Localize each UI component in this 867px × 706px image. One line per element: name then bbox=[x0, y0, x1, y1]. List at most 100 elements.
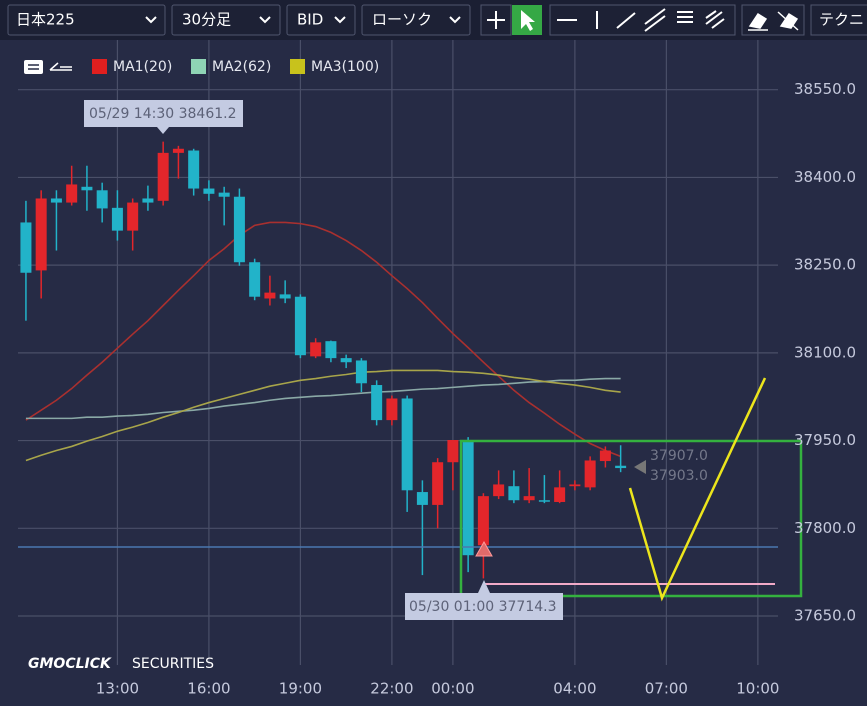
drawn-v-lines[interactable] bbox=[628, 377, 767, 602]
candle-body bbox=[157, 152, 169, 201]
channel-tool[interactable] bbox=[644, 8, 666, 32]
price-type-dropdown[interactable] bbox=[286, 4, 356, 36]
candle-body bbox=[203, 188, 215, 194]
candle-body bbox=[111, 207, 123, 231]
technical: テクニ bbox=[819, 11, 864, 29]
candle-body bbox=[50, 198, 62, 203]
candle-body bbox=[432, 462, 444, 505]
timeframe: 30分足 bbox=[182, 11, 231, 29]
candle-body bbox=[96, 190, 108, 209]
chevron bbox=[449, 16, 461, 24]
x-tick-label: 16:00 bbox=[187, 680, 230, 698]
candle-body bbox=[554, 487, 566, 502]
callout-pointer bbox=[478, 580, 490, 593]
x-tick-label: 10:00 bbox=[736, 680, 779, 698]
drawn-rectangle[interactable] bbox=[459, 439, 803, 598]
low-annotation: 05/30 01:00 37714.3 bbox=[409, 599, 557, 615]
x-tick-label: 13:00 bbox=[96, 680, 139, 698]
candle-body bbox=[325, 341, 337, 359]
candle-body bbox=[188, 150, 200, 189]
chevron bbox=[145, 16, 157, 24]
fib-retracement-tool[interactable] bbox=[677, 11, 693, 23]
x-tick-label: 04:00 bbox=[553, 680, 596, 698]
legend-label: MA3(100) bbox=[311, 59, 379, 75]
candle-body bbox=[66, 184, 78, 203]
candle-body bbox=[172, 148, 184, 153]
candle-body bbox=[401, 398, 413, 491]
signal-marker bbox=[475, 540, 493, 557]
legend-swatch bbox=[92, 59, 107, 74]
candle-body bbox=[294, 296, 306, 356]
price-type: BID bbox=[297, 11, 323, 29]
candle-body bbox=[599, 450, 611, 462]
y-tick-label: 37650.0 bbox=[794, 607, 856, 625]
candle-body bbox=[340, 358, 352, 363]
logo-brand: GMOCLICK bbox=[28, 656, 112, 672]
candle-body bbox=[20, 222, 32, 273]
crosshair-icon bbox=[487, 11, 505, 29]
chart-type-dropdown[interactable] bbox=[361, 4, 471, 36]
legend-swatch bbox=[191, 59, 206, 74]
clear-all-icon[interactable] bbox=[777, 11, 799, 31]
candle-body bbox=[127, 202, 139, 231]
candle-body bbox=[538, 500, 550, 502]
candle-body bbox=[386, 398, 398, 421]
chevron bbox=[334, 16, 346, 24]
moving-average-line bbox=[25, 377, 621, 420]
eraser-icon[interactable] bbox=[748, 12, 768, 31]
candle-body bbox=[462, 440, 474, 556]
comment-icon[interactable] bbox=[24, 60, 43, 74]
candle-body bbox=[416, 492, 428, 505]
y-tick-label: 38550.0 bbox=[794, 80, 856, 98]
symbol: 日本225 bbox=[16, 11, 75, 29]
moving-average-line bbox=[25, 369, 621, 462]
trendline-tool[interactable] bbox=[616, 12, 636, 29]
high-callout bbox=[84, 100, 243, 127]
x-tick-label: 00:00 bbox=[431, 680, 474, 698]
high-annotation: 05/29 14:30 38461.2 bbox=[89, 106, 237, 122]
timeframe-dropdown[interactable] bbox=[171, 4, 281, 36]
price-pointer bbox=[634, 460, 646, 474]
fib-fan-tool[interactable] bbox=[705, 10, 725, 29]
candle-body bbox=[310, 342, 322, 357]
bid-price-label: 37903.0 bbox=[650, 468, 708, 484]
candle-body bbox=[249, 262, 261, 297]
candle-body bbox=[447, 440, 459, 463]
legend-label: MA1(20) bbox=[113, 59, 172, 75]
y-tick-label: 37950.0 bbox=[794, 431, 856, 449]
candle-body bbox=[615, 465, 627, 469]
candle-body bbox=[264, 292, 276, 299]
drawing-tools bbox=[549, 4, 736, 36]
candle-body bbox=[584, 460, 596, 488]
y-tick-label: 38100.0 bbox=[794, 343, 856, 361]
candle-body bbox=[523, 496, 535, 501]
collapse-icon[interactable] bbox=[49, 62, 72, 71]
ask-price-label: 37907.0 bbox=[650, 448, 708, 464]
candle-body bbox=[35, 198, 47, 271]
y-tick-label: 38250.0 bbox=[794, 256, 856, 274]
candle-body bbox=[279, 294, 291, 299]
comment-icon-lines bbox=[28, 64, 39, 70]
candle-body bbox=[142, 198, 154, 203]
chart-type: ローソク bbox=[372, 11, 432, 29]
chevron bbox=[259, 16, 271, 24]
candle-body bbox=[569, 484, 581, 487]
legend-label: MA2(62) bbox=[212, 59, 271, 75]
callout-pointer bbox=[157, 127, 169, 134]
low-callout bbox=[405, 593, 563, 620]
candle-body bbox=[355, 360, 367, 384]
moving-average-line bbox=[25, 221, 621, 458]
technical-button[interactable] bbox=[810, 4, 867, 36]
logo-suffix: SECURITIES bbox=[132, 656, 214, 672]
y-tick-label: 38400.0 bbox=[794, 168, 856, 186]
y-tick-label: 37800.0 bbox=[794, 519, 856, 537]
x-tick-label: 22:00 bbox=[370, 680, 413, 698]
candle-body bbox=[233, 196, 245, 263]
x-tick-label: 07:00 bbox=[645, 680, 688, 698]
symbol-dropdown[interactable] bbox=[7, 4, 166, 36]
candle-body bbox=[508, 486, 520, 501]
candle-body bbox=[81, 186, 93, 191]
candle-body bbox=[493, 484, 505, 497]
candle-body bbox=[477, 496, 489, 546]
